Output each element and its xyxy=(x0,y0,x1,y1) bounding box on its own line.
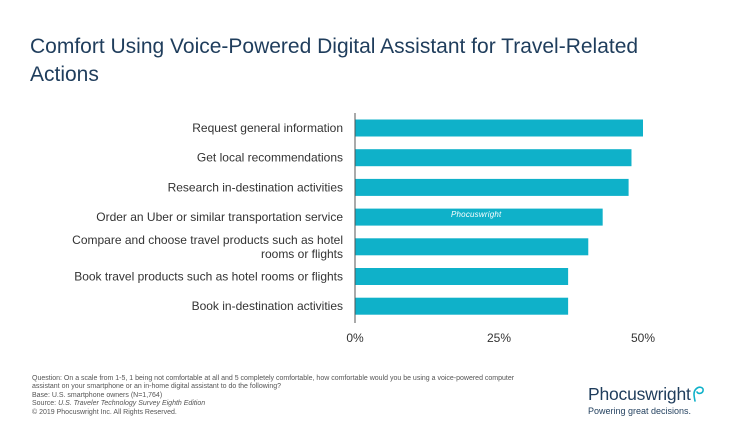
brand-name-text: Phocuswright xyxy=(588,384,691,404)
x-tick-label: 0% xyxy=(346,331,364,345)
category-label: Order an Uber or similar transportation … xyxy=(96,210,343,224)
brand-name: Phocuswright xyxy=(588,384,728,404)
category-label-line: Book travel products such as hotel rooms… xyxy=(74,270,343,284)
bar xyxy=(355,297,569,315)
bar xyxy=(355,208,603,226)
bar xyxy=(355,119,643,137)
category-label-line: Book in-destination activities xyxy=(192,299,343,313)
bar xyxy=(355,178,629,196)
category-label: Book in-destination activities xyxy=(192,299,343,313)
category-label: Compare and choose travel products such … xyxy=(72,233,343,261)
category-label-line: Compare and choose travel products such … xyxy=(72,233,343,247)
x-tick-label: 50% xyxy=(631,331,655,345)
category-label-line: Research in-destination activities xyxy=(168,180,343,194)
footnote-source-title: U.S. Traveler Technology Survey Eighth E… xyxy=(58,400,206,408)
category-label: Book travel products such as hotel rooms… xyxy=(74,270,343,284)
footnote-copyright: © 2019 Phocuswright Inc. All Rights Rese… xyxy=(32,408,177,416)
bar xyxy=(355,268,569,285)
brand-logo: Phocuswright Powering great decisions. xyxy=(588,384,728,416)
swirl-icon xyxy=(692,386,704,402)
bar xyxy=(355,238,589,256)
category-label: Get local recommendations xyxy=(197,151,343,165)
x-tick-label: 25% xyxy=(487,331,511,345)
footnote-question: Question: On a scale from 1-5, 1 being n… xyxy=(32,375,515,391)
category-label: Research in-destination activities xyxy=(168,180,343,194)
category-label: Request general information xyxy=(192,121,343,135)
footnote-source: Source: U.S. Traveler Technology Survey … xyxy=(32,400,532,408)
footnote-base: Base: U.S. smartphone owners (N=1,764) xyxy=(32,391,163,399)
footnote-source-prefix: Source: xyxy=(32,400,59,408)
brand-tagline: Powering great decisions. xyxy=(588,406,692,416)
category-label-line: Request general information xyxy=(192,121,343,135)
category-label-line: Order an Uber or similar transportation … xyxy=(96,210,343,224)
footnotes: Question: On a scale from 1-5, 1 being n… xyxy=(32,375,532,417)
category-label-line: rooms or flights xyxy=(261,247,343,261)
watermark: Phocuswright xyxy=(451,210,502,219)
bar xyxy=(355,149,632,167)
category-label-line: Get local recommendations xyxy=(197,151,343,165)
chart-title: Comfort Using Voice-Powered Digital Assi… xyxy=(30,35,639,86)
